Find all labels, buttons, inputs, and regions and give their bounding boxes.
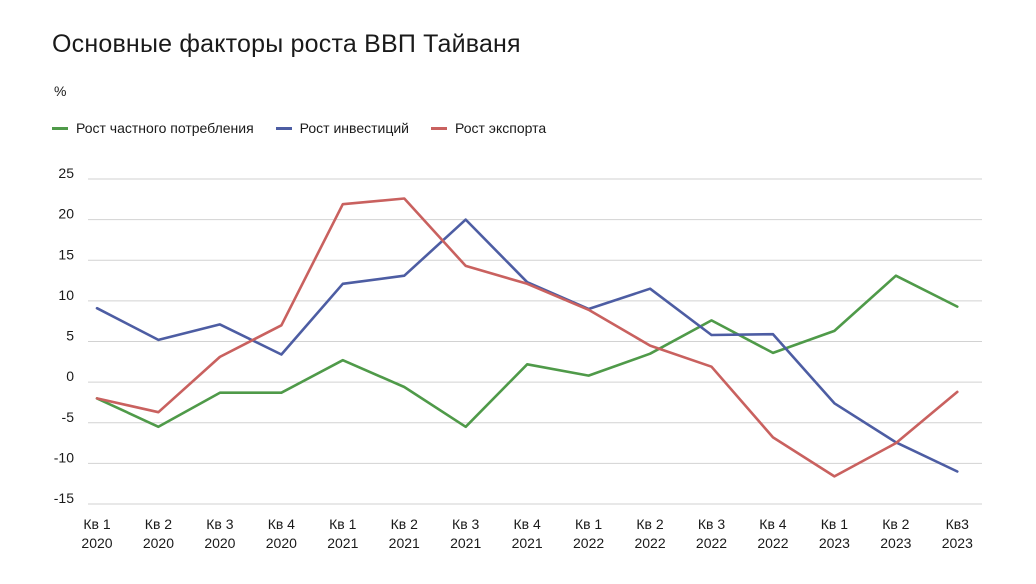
x-tick-label: Кв 2 xyxy=(882,516,909,532)
y-tick-label: 10 xyxy=(58,287,74,303)
legend-item-export: Рост экспорта xyxy=(431,120,546,136)
x-tick-label: Кв 2 xyxy=(391,516,418,532)
y-tick-label: -10 xyxy=(54,449,74,465)
series-line-2 xyxy=(95,197,959,478)
series-line-1 xyxy=(95,218,959,473)
legend-swatch-investment xyxy=(275,126,292,130)
x-tick-label: Кв 4 xyxy=(514,516,541,532)
legend-item-investment: Рост инвестиций xyxy=(275,120,409,136)
y-axis-unit-label: % xyxy=(54,83,67,99)
x-tick-label: Кв 2 xyxy=(145,516,172,532)
x-tick-label-year: 2020 xyxy=(81,535,112,551)
x-tick-label-year: 2020 xyxy=(204,535,235,551)
y-tick-label: 20 xyxy=(58,206,74,222)
chart-legend: Рост частного потребления Рост инвестици… xyxy=(52,120,546,136)
legend-item-consumption: Рост частного потребления xyxy=(52,120,254,136)
y-tick-label: -15 xyxy=(54,490,74,506)
legend-label-export: Рост экспорта xyxy=(455,120,547,136)
legend-swatch-consumption xyxy=(52,126,68,130)
y-tick-label: 0 xyxy=(66,368,74,384)
x-tick-label: Кв 3 xyxy=(206,516,233,532)
x-tick-label: Кв 4 xyxy=(759,516,786,532)
y-tick-label: 25 xyxy=(58,165,74,181)
x-tick-label: Кв 1 xyxy=(821,516,848,532)
x-tick-label-year: 2022 xyxy=(573,535,604,551)
x-tick-label: Кв 1 xyxy=(329,516,356,532)
y-tick-label: -5 xyxy=(62,409,75,425)
x-tick-label-year: 2022 xyxy=(757,535,788,551)
x-tick-label: Кв 2 xyxy=(636,516,663,532)
x-tick-label-year: 2021 xyxy=(512,535,543,551)
x-tick-label: Кв 1 xyxy=(83,516,110,532)
x-tick-label-year: 2023 xyxy=(819,535,850,551)
x-tick-label: Кв 1 xyxy=(575,516,602,532)
legend-swatch-export xyxy=(431,126,447,130)
x-tick-label-year: 2023 xyxy=(880,535,911,551)
y-tick-label: 5 xyxy=(66,328,74,344)
x-tick-label-year: 2023 xyxy=(942,535,973,551)
x-tick-label: Кв3 xyxy=(946,516,970,532)
x-tick-label-year: 2022 xyxy=(634,535,665,551)
x-tick-label-year: 2022 xyxy=(696,535,727,551)
x-tick-label-year: 2020 xyxy=(143,535,174,551)
x-tick-label-year: 2020 xyxy=(266,535,297,551)
x-tick-label: Кв 4 xyxy=(268,516,295,532)
x-tick-label: Кв 3 xyxy=(698,516,725,532)
y-tick-label: 15 xyxy=(58,246,74,262)
x-tick-label-year: 2021 xyxy=(327,535,358,551)
series-line-0 xyxy=(95,274,959,429)
x-tick-label-year: 2021 xyxy=(450,535,481,551)
chart-title: Основные факторы роста ВВП Тайваня xyxy=(52,30,521,58)
x-tick-label: Кв 3 xyxy=(452,516,479,532)
legend-label-investment: Рост инвестиций xyxy=(299,120,409,136)
x-tick-label-year: 2021 xyxy=(389,535,420,551)
legend-label-consumption: Рост частного потребления xyxy=(76,120,254,136)
